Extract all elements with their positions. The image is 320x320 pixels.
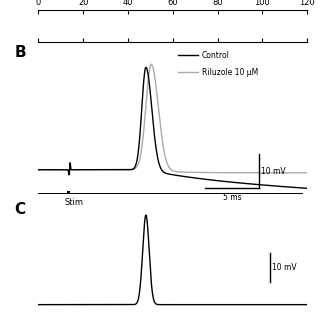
Text: Riluzole 10 μM: Riluzole 10 μM	[202, 68, 258, 77]
Text: C: C	[14, 202, 25, 217]
Text: 5 ms: 5 ms	[223, 193, 241, 202]
Text: Control: Control	[202, 51, 230, 60]
Text: 10 mV: 10 mV	[261, 167, 285, 176]
Text: B: B	[14, 45, 26, 60]
Text: 10 mV: 10 mV	[272, 263, 296, 272]
Text: Stim: Stim	[64, 198, 83, 207]
Bar	[68, 191, 70, 193]
